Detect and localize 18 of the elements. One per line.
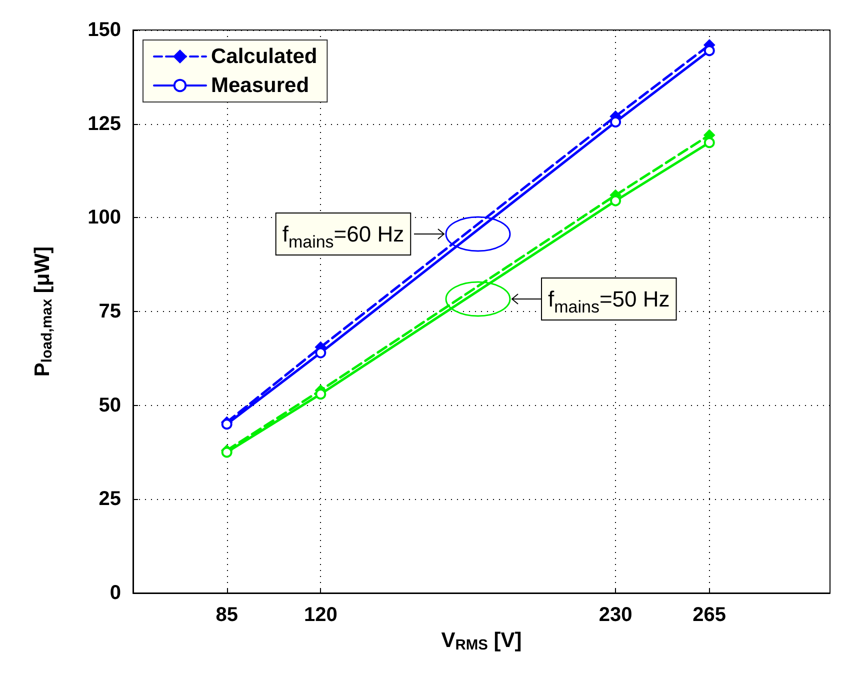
y-tick-label: 100 xyxy=(88,206,121,229)
point xyxy=(221,418,232,430)
point xyxy=(704,45,715,56)
y-tick-label: 125 xyxy=(88,112,121,135)
y-tick-label: 75 xyxy=(98,300,121,322)
y-tick-label: 50 xyxy=(98,394,121,416)
y-tick-label: 150 xyxy=(88,19,121,41)
legend-label: Calculated xyxy=(211,45,318,68)
y-tick-label: 0 xyxy=(110,582,121,604)
y-tick-label: 25 xyxy=(98,488,121,510)
y-axis-title: Pload,max [μW] xyxy=(30,246,56,377)
x-tick-label: 85 xyxy=(216,604,238,626)
x-tick-label: 230 xyxy=(598,604,632,626)
x-tick-label: 120 xyxy=(304,604,338,626)
point xyxy=(704,137,715,148)
legend-label: Measured xyxy=(211,74,310,97)
point xyxy=(221,446,232,458)
x-tick-label: 265 xyxy=(692,604,726,626)
